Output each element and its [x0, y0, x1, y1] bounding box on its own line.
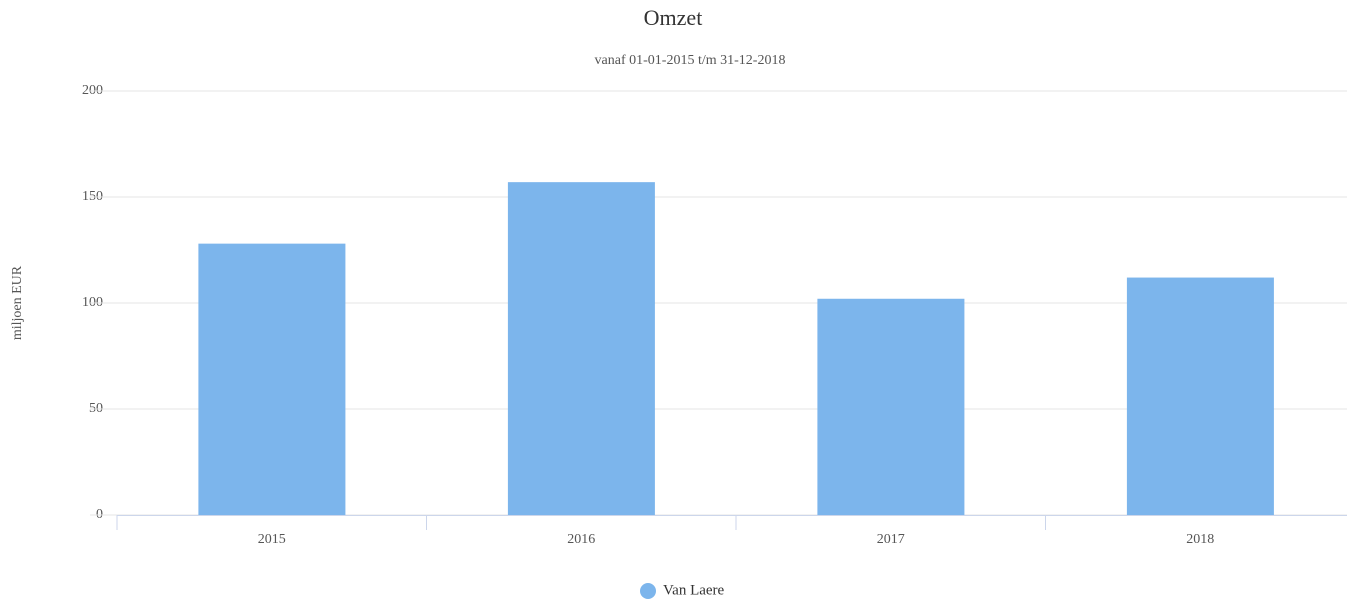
legend-label: Van Laere — [663, 582, 725, 598]
x-tick-label: 2016 — [567, 532, 595, 547]
chart-subtitle: vanaf 01-01-2015 t/m 31-12-2018 — [595, 53, 786, 68]
legend-marker — [640, 583, 656, 599]
bar — [1126, 277, 1274, 515]
y-axis-label: miljoen EUR — [10, 265, 25, 340]
x-tick-label: 2015 — [258, 532, 286, 547]
x-tick-label: 2018 — [1186, 532, 1214, 547]
chart-title: Omzet — [644, 5, 703, 30]
bar — [198, 243, 346, 515]
bar — [817, 298, 965, 515]
bar — [507, 182, 655, 515]
x-tick-label: 2017 — [877, 532, 905, 547]
